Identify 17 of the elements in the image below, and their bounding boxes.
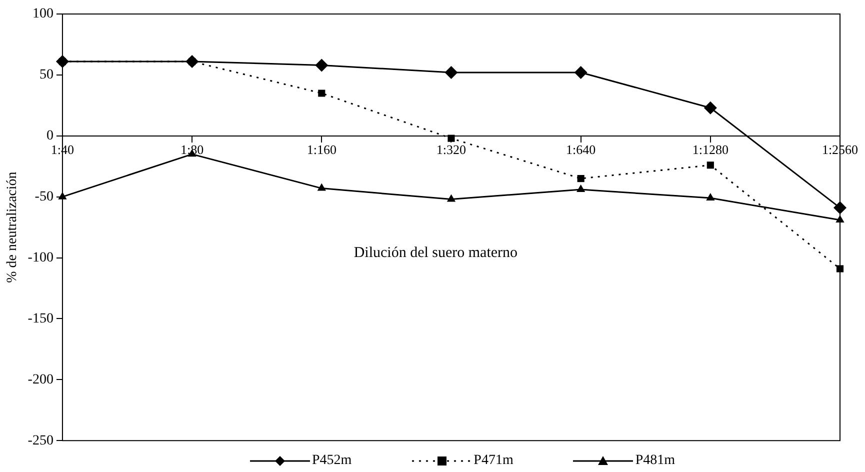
x-axis-title: Dilución del suero materno (354, 244, 518, 261)
x-tick-label: 1:640 (566, 142, 596, 158)
x-tick-label: 1:320 (436, 142, 466, 158)
y-tick-label: -50 (34, 190, 54, 204)
y-axis-title: % de neutralización (5, 172, 20, 283)
y-tick-label: -250 (28, 433, 54, 448)
y-tick-label: 50 (39, 68, 54, 83)
x-tick-label: 1:160 (306, 142, 336, 158)
x-tick-label: 1:1280 (692, 142, 728, 158)
y-tick-label: 100 (32, 6, 54, 22)
legend-label: P452m (312, 453, 352, 469)
y-tick-label: -100 (28, 250, 54, 266)
y-tick-label: -200 (28, 372, 54, 388)
legend-label: P481m (635, 453, 676, 469)
y-tick-label: 0 (46, 128, 54, 144)
legend-label: P471m (474, 453, 514, 469)
y-tick-label: -150 (28, 311, 54, 326)
